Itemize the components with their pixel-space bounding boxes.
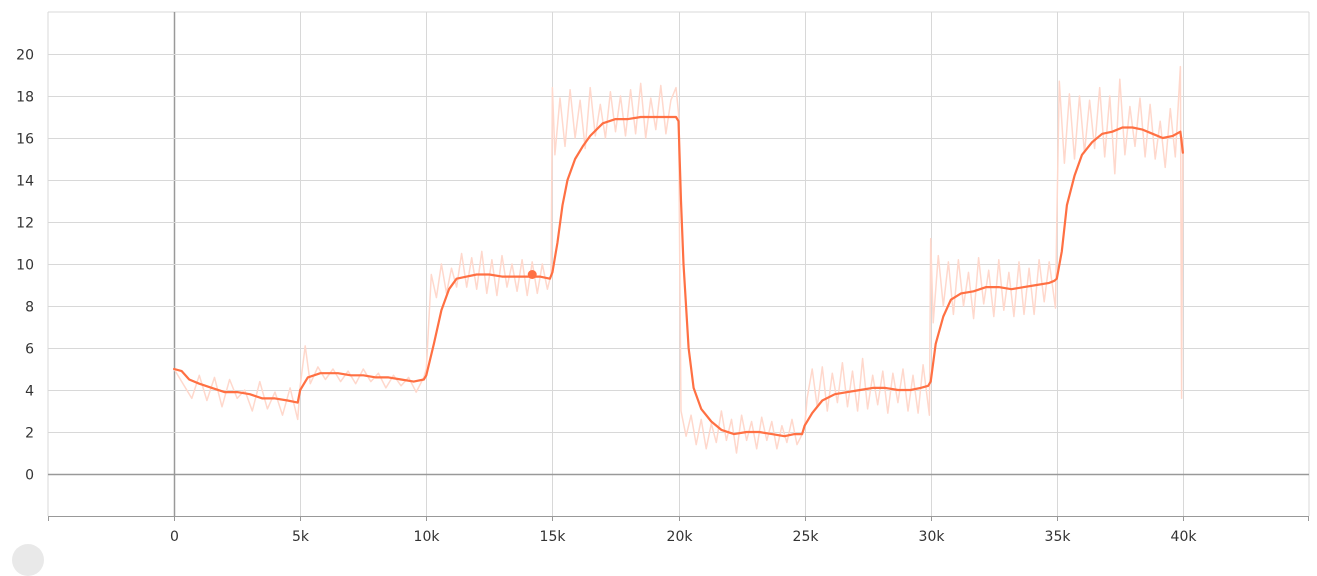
raw-series-line	[173, 65, 1184, 454]
highlight-point	[527, 270, 537, 279]
y-tick-label: 16	[16, 132, 34, 148]
corner-circle-icon	[12, 544, 44, 576]
y-tick-label: 6	[25, 342, 34, 358]
y-tick-label: 12	[16, 216, 34, 232]
y-tick-label: 0	[25, 468, 34, 484]
tick-labels: 0 5k 10k 15k 20k 25k 30k 35k 40k 0 2 4 6 8 10 12 14 16 18 2…	[16, 48, 1197, 546]
x-tick-label: 20k	[667, 529, 694, 545]
y-tick-label: 4	[25, 384, 34, 400]
line-chart: 0 5k 10k 15k 20k 25k 30k 35k 40k 0 2 4 6 8 10 12 14 16 18 2…	[16, 11, 1310, 546]
y-tick-label: 18	[16, 90, 34, 106]
x-tick-label: 0	[170, 529, 179, 545]
series	[173, 65, 1185, 454]
x-tick-label: 15k	[540, 529, 567, 545]
x-tick-label: 10k	[414, 529, 441, 545]
y-tick-label: 8	[25, 300, 34, 316]
x-tick-label: 25k	[793, 529, 820, 545]
y-tick-label: 2	[25, 426, 34, 442]
x-tick-label: 30k	[919, 529, 946, 545]
axes	[48, 516, 1309, 521]
x-tick-label: 5k	[292, 529, 310, 545]
y-tick-label: 20	[16, 48, 34, 64]
x-tick-label: 35k	[1045, 529, 1072, 545]
x-tick-label: 40k	[1171, 529, 1198, 545]
y-tick-label: 10	[16, 258, 34, 274]
smoothed-series-line	[173, 115, 1185, 438]
y-tick-label: 14	[16, 174, 34, 190]
